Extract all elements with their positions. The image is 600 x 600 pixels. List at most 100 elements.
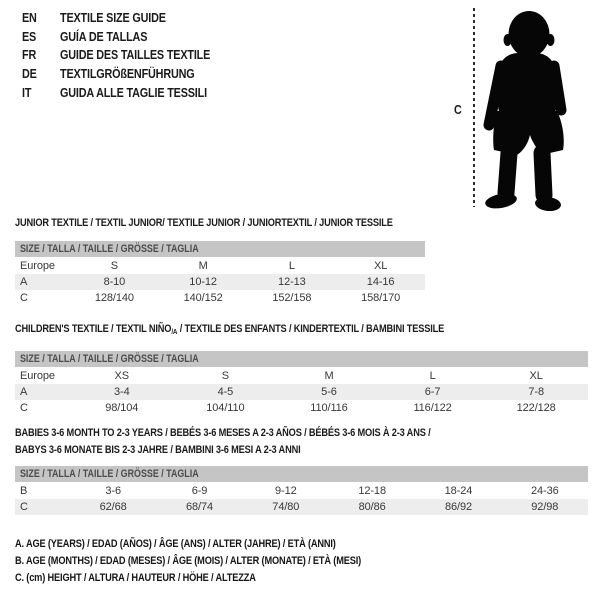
table-cell: 8-10 bbox=[103, 276, 126, 288]
table-cell: C bbox=[20, 292, 28, 304]
table-row: A 3-4 4-5 5-6 6-7 7-8 bbox=[15, 384, 588, 400]
table-cell: 122/128 bbox=[516, 402, 556, 414]
table-cell: 18-24 bbox=[444, 485, 473, 497]
lang-row-de: DE TEXTILGRÖßENFÜHRUNG bbox=[22, 65, 235, 84]
table-cell: 62/68 bbox=[99, 501, 127, 513]
table-cell: 116/122 bbox=[413, 402, 452, 414]
table-cell: XL bbox=[529, 370, 543, 382]
table-cell: 86/92 bbox=[444, 501, 472, 513]
lang-code: IT bbox=[22, 86, 60, 100]
table-cell: S bbox=[110, 260, 118, 272]
size-header-bar: SIZE / TALLA / TAILLE / GRÖSSE / TAGLIA bbox=[15, 351, 588, 367]
lang-label-text: GUÍA DE TALLAS bbox=[60, 29, 148, 44]
table-cell: 24-36 bbox=[530, 485, 559, 497]
language-header: EN TEXTILE SIZE GUIDE ES GUÍA DE TALLAS … bbox=[22, 9, 235, 102]
lang-code-text: ES bbox=[22, 29, 37, 44]
table-cell: 92/98 bbox=[531, 501, 559, 513]
lang-code-text: EN bbox=[22, 11, 37, 26]
lang-row-it: IT GUIDA ALLE TAGLIE TESSILI bbox=[22, 83, 235, 102]
lang-code-text: IT bbox=[22, 85, 32, 100]
babies-size-table: SIZE / TALLA / TAILLE / GRÖSSE / TAGLIA … bbox=[15, 466, 588, 515]
babies-table-title-line1: BABIES 3-6 MONTH TO 2-3 YEARS / BEBÉS 3-… bbox=[15, 427, 431, 439]
lang-label-text: GUIDA ALLE TAGLIE TESSILI bbox=[60, 85, 207, 100]
table-cell: 12-18 bbox=[358, 485, 386, 497]
height-measure-label: C bbox=[454, 103, 463, 117]
junior-table-title-text: JUNIOR TEXTILE / TEXTIL JUNIOR/ TEXTILE … bbox=[15, 217, 393, 229]
children-table-title-text: CHILDREN'S TEXTILE / TEXTIL NIÑO/A / TEX… bbox=[15, 321, 444, 341]
lang-code: EN bbox=[22, 11, 60, 25]
size-header-bar: SIZE / TALLA / TAILLE / GRÖSSE / TAGLIA bbox=[15, 241, 425, 257]
title-part: CHILDREN'S TEXTILE / TEXTIL NIÑO bbox=[15, 323, 172, 335]
junior-table-title: JUNIOR TEXTILE / TEXTIL JUNIOR/ TEXTILE … bbox=[15, 215, 465, 232]
lang-label-text: GUIDE DES TAILLES TEXTILE bbox=[60, 48, 211, 63]
footnotes: A. AGE (YEARS) / EDAD (AÑOS) / ÂGE (ANS)… bbox=[15, 536, 427, 586]
table-cell: 6-7 bbox=[424, 386, 441, 398]
table-row: A 8-10 10-12 12-13 14-16 bbox=[15, 274, 425, 290]
lang-label-text: TEXTILE SIZE GUIDE bbox=[60, 11, 166, 26]
lang-code-text: FR bbox=[22, 48, 37, 63]
table-cell: B bbox=[20, 485, 28, 497]
baby-silhouette-icon bbox=[483, 11, 567, 211]
lang-code: FR bbox=[22, 48, 60, 62]
table-row: Europe S M L XL bbox=[15, 258, 425, 274]
footnote-c-text: C. (cm) HEIGHT / ALTURA / HAUTEUR / HÖHE… bbox=[15, 571, 256, 584]
table-cell: 7-8 bbox=[528, 386, 544, 398]
table-cell: 10-12 bbox=[189, 276, 217, 288]
lang-label-text: TEXTILGRÖßENFÜHRUNG bbox=[60, 67, 195, 82]
lang-label: GUIDA ALLE TAGLIE TESSILI bbox=[60, 86, 231, 100]
table-cell: XL bbox=[373, 260, 388, 272]
size-header-bar-text: SIZE / TALLA / TAILLE / GRÖSSE / TAGLIA bbox=[20, 243, 199, 255]
table-cell: 80/86 bbox=[358, 501, 386, 513]
lang-row-fr: FR GUIDE DES TAILLES TEXTILE bbox=[22, 46, 235, 65]
table-cell: 104/110 bbox=[206, 402, 245, 414]
table-cell: Europe bbox=[20, 260, 55, 272]
table-cell: A bbox=[20, 386, 28, 398]
children-size-table: SIZE / TALLA / TAILLE / GRÖSSE / TAGLIA … bbox=[15, 351, 588, 416]
table-cell: 152/158 bbox=[272, 292, 312, 304]
table-cell: 3-6 bbox=[105, 485, 121, 497]
children-table-title: CHILDREN'S TEXTILE / TEXTIL NIÑO/A / TEX… bbox=[15, 321, 526, 341]
lang-label: TEXTILGRÖßENFÜHRUNG bbox=[60, 67, 216, 81]
table-cell: 3-4 bbox=[113, 386, 130, 398]
table-cell: C bbox=[20, 402, 28, 414]
lang-label: GUÍA DE TALLAS bbox=[60, 30, 161, 44]
table-row: B 3-6 6-9 9-12 12-18 18-24 24-36 bbox=[15, 483, 588, 499]
table-cell: 158/170 bbox=[361, 292, 401, 304]
table-cell: XS bbox=[114, 370, 130, 382]
height-measure-dotted-line bbox=[473, 8, 475, 207]
table-cell: 74/80 bbox=[272, 501, 300, 513]
lang-label: GUIDE DES TAILLES TEXTILE bbox=[60, 48, 235, 62]
table-cell: 9-12 bbox=[275, 485, 297, 497]
footnote-b-text: B. AGE (MONTHS) / EDAD (MESES) / ÂGE (MO… bbox=[15, 554, 362, 567]
size-header-bar-text: SIZE / TALLA / TAILLE / GRÖSSE / TAGLIA bbox=[20, 353, 199, 365]
table-cell: 68/74 bbox=[185, 501, 213, 513]
lang-code: DE bbox=[22, 67, 60, 81]
table-cell: 12-13 bbox=[278, 276, 306, 288]
table-cell: L bbox=[288, 260, 295, 272]
table-cell: 110/116 bbox=[310, 402, 348, 414]
table-cell: 14-16 bbox=[366, 276, 395, 288]
lang-code-text: DE bbox=[22, 67, 37, 82]
lang-row-en: EN TEXTILE SIZE GUIDE bbox=[22, 9, 235, 28]
height-measure-label-text: C bbox=[454, 103, 462, 117]
table-cell: M bbox=[198, 260, 208, 272]
table-cell: S bbox=[221, 370, 230, 382]
footnote-c: C. (cm) HEIGHT / ALTURA / HAUTEUR / HÖHE… bbox=[15, 570, 427, 587]
junior-size-table: SIZE / TALLA / TAILLE / GRÖSSE / TAGLIA … bbox=[15, 241, 425, 306]
table-cell: 5-6 bbox=[321, 386, 337, 398]
lang-label: TEXTILE SIZE GUIDE bbox=[60, 11, 183, 25]
table-cell: 128/140 bbox=[94, 292, 134, 304]
table-cell: Europe bbox=[20, 370, 55, 382]
footnote-a-text: A. AGE (YEARS) / EDAD (AÑOS) / ÂGE (ANS)… bbox=[15, 538, 336, 550]
baby-head bbox=[508, 11, 550, 57]
table-cell: L bbox=[429, 370, 436, 382]
table-cell: 140/152 bbox=[183, 292, 223, 304]
table-cell: 6-9 bbox=[191, 485, 208, 497]
lang-row-es: ES GUÍA DE TALLAS bbox=[22, 28, 235, 47]
footnote-b: B. AGE (MONTHS) / EDAD (MESES) / ÂGE (MO… bbox=[15, 553, 427, 570]
footnote-a: A. AGE (YEARS) / EDAD (AÑOS) / ÂGE (ANS)… bbox=[15, 536, 427, 553]
table-cell: C bbox=[20, 501, 28, 513]
size-header-bar-text: SIZE / TALLA / TAILLE / GRÖSSE / TAGLIA bbox=[20, 468, 199, 480]
table-cell: 4-5 bbox=[217, 386, 234, 398]
